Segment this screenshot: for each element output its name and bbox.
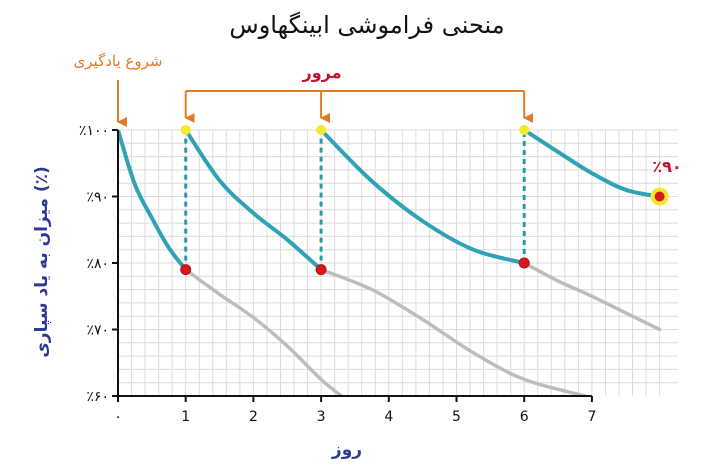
review-low-dot (315, 264, 327, 276)
y-tick-label: ٪۹۰ (86, 190, 109, 206)
retention-curve-teal (522, 130, 662, 199)
forgetting-curve-gray (319, 267, 587, 396)
y-tick-label: ٪۷۰ (86, 323, 109, 339)
chart-title: منحنی فراموشی ابینگهاوس (229, 11, 504, 39)
y-tick-label: ٪۱۰۰ (79, 123, 109, 139)
review-high-dot (180, 125, 191, 135)
axes (112, 129, 593, 402)
curves (118, 130, 662, 396)
x-axis-label: روز (331, 440, 362, 460)
y-tick-label: ٪۶۰ (86, 389, 109, 405)
forgetting-curve-gray (522, 261, 662, 332)
x-tick-label: 4 (384, 409, 393, 425)
x-tick-label: 6 (520, 409, 529, 425)
final-value-label: ٪۹۰ (652, 157, 681, 176)
final-marker-dot (654, 191, 665, 202)
review-markers (117, 80, 669, 276)
review-label: مرور (301, 63, 341, 82)
y-tick-label: ٪۸۰ (86, 256, 109, 272)
review-low-dot (180, 264, 192, 276)
x-tick-label: 7 (587, 409, 596, 425)
x-tick-label: ۰ (114, 409, 122, 425)
x-tick-label: 1 (181, 409, 190, 425)
start-learning-label: شروع یادگیری (74, 52, 163, 70)
retention-curve-teal (118, 130, 188, 272)
grid (118, 129, 678, 396)
y-axis-label: میزان به یاد سپاری (٪) (32, 166, 52, 358)
tick-labels: ۰ 1 2 3 4 5 6 7 ٪۶۰ ٪۷۰ ٪۸۰ ٪۹۰ ٪۱۰۰ (79, 123, 596, 425)
x-tick-label: 2 (249, 409, 258, 425)
x-tick-label: 5 (452, 409, 461, 425)
forgetting-curve-gray (183, 267, 344, 396)
review-high-dot (519, 125, 530, 135)
retention-curve-teal (183, 130, 324, 272)
retention-curve-teal (319, 130, 527, 265)
review-high-dot (316, 125, 327, 135)
x-tick-label: 3 (317, 409, 326, 425)
review-low-dot (518, 257, 530, 269)
